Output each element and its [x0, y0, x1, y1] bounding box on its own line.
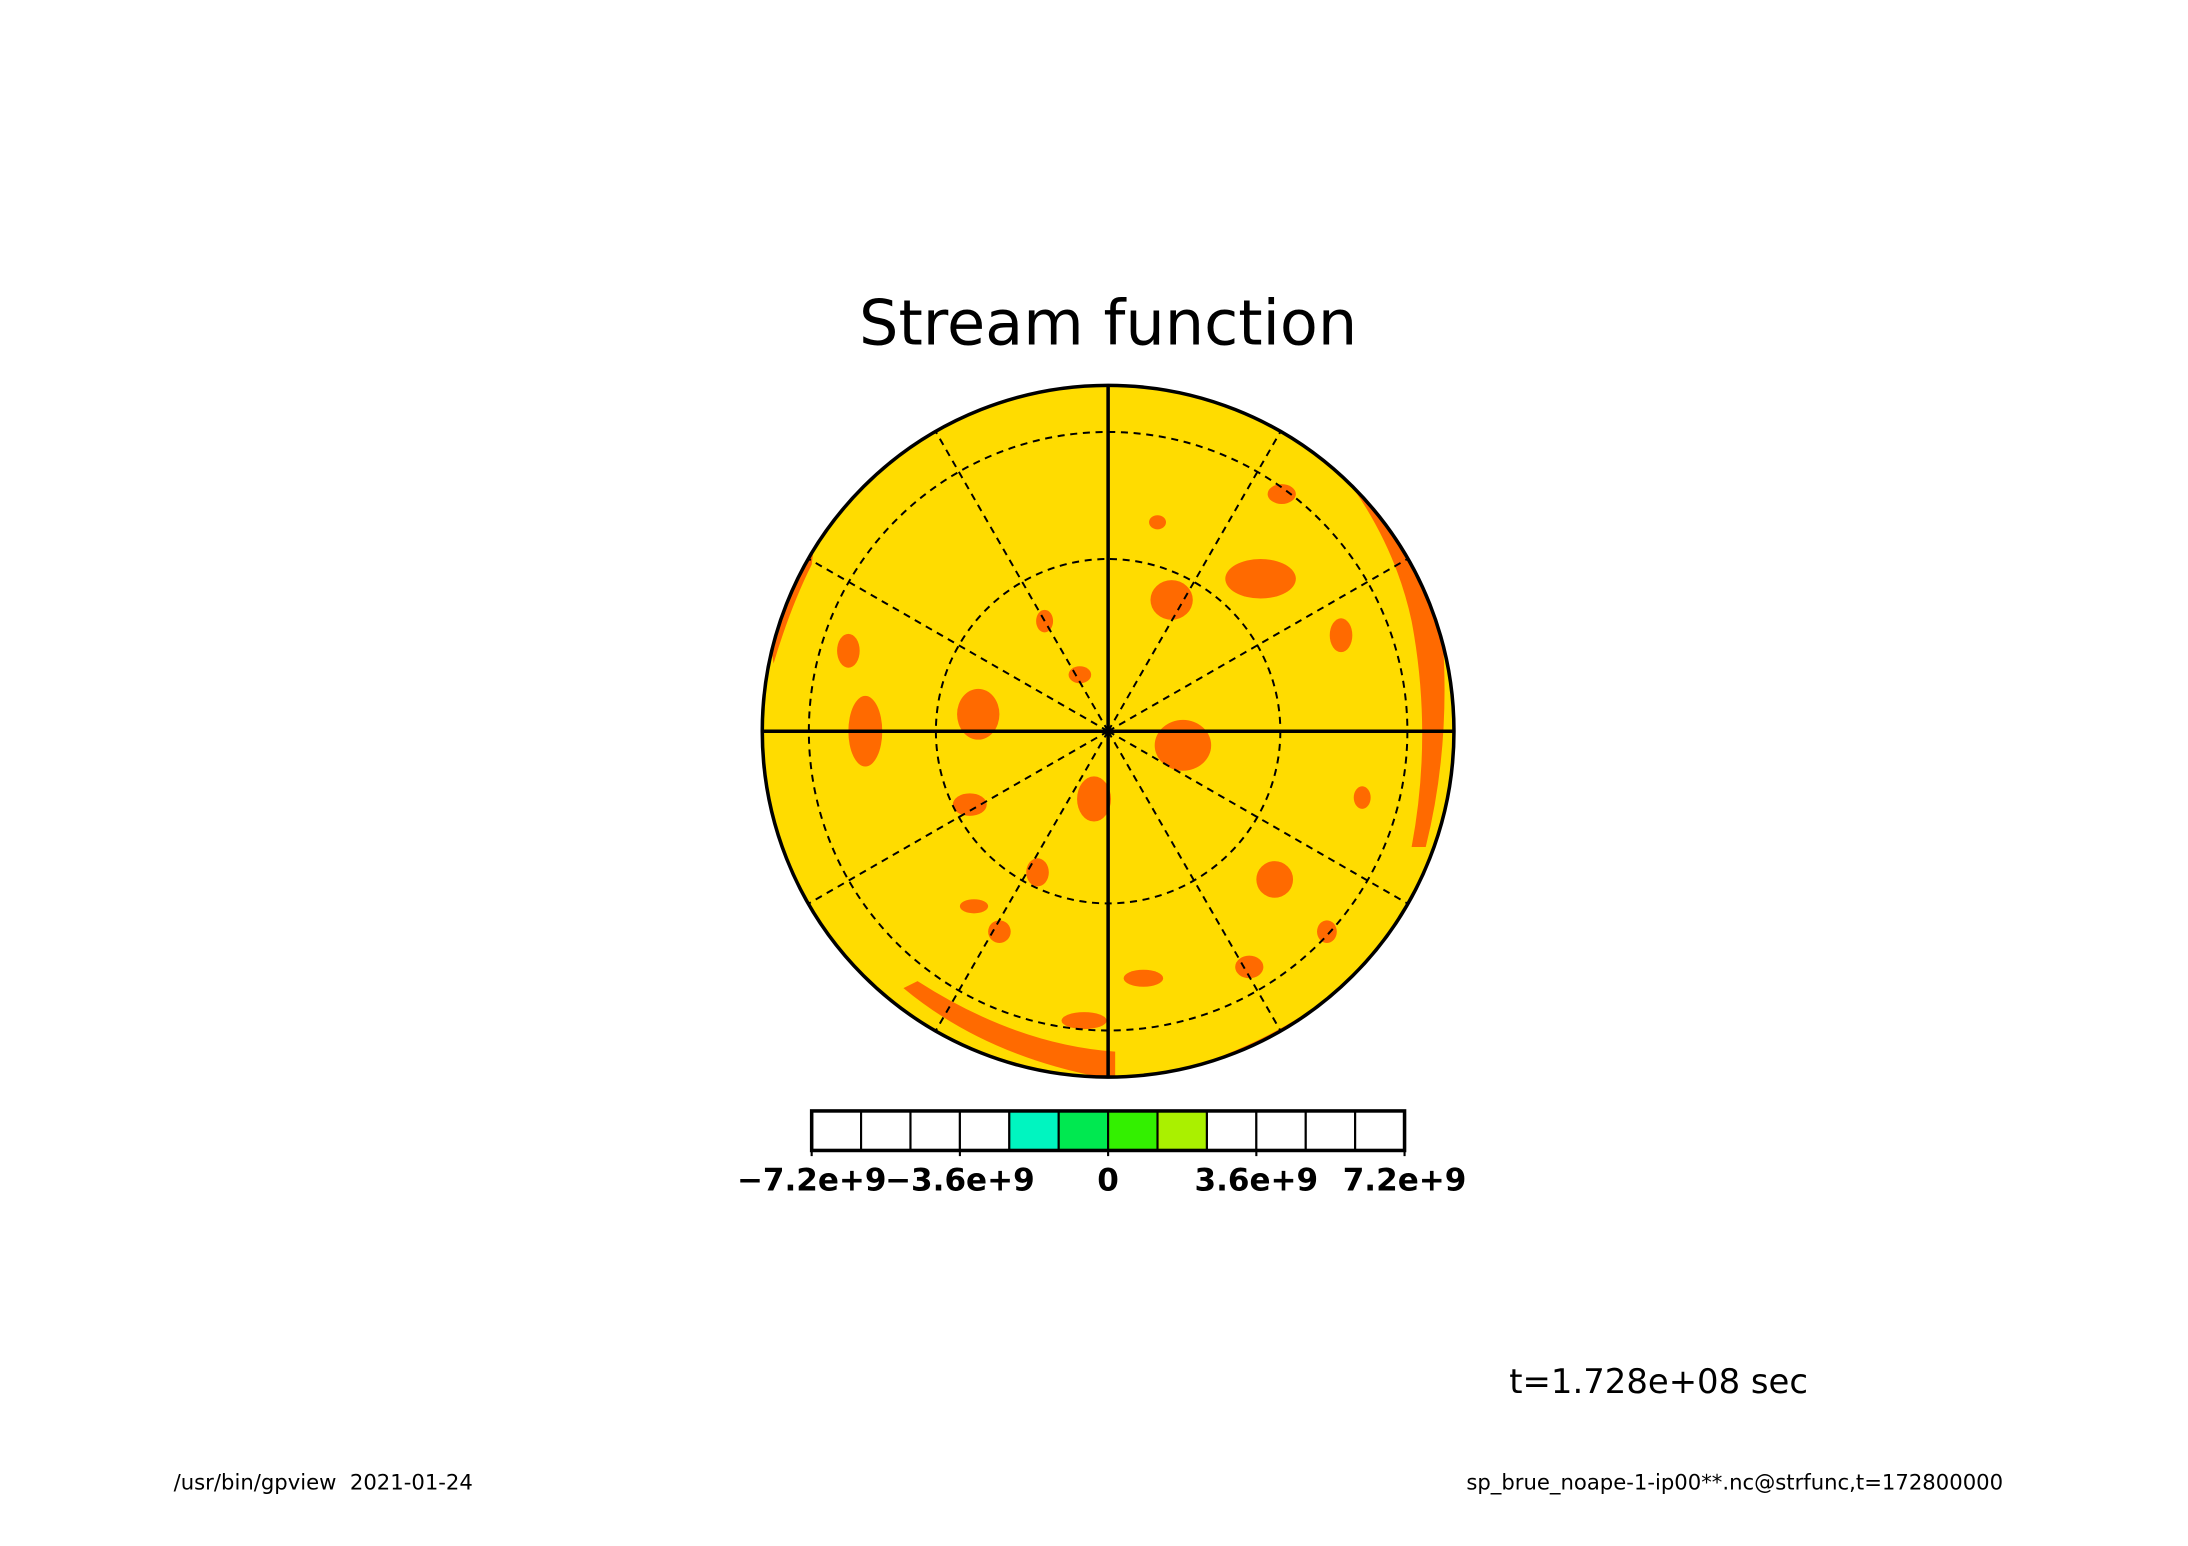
colorbar-box — [1008, 1109, 1060, 1152]
colorbar: −7.2e+9−3.6e+9 0 3.6e+9 7.2e+9 — [737, 1109, 1467, 1199]
colorbar-box — [810, 1109, 863, 1152]
time-annotation: t=1.728e+08 sec — [1509, 1362, 1808, 1401]
colorbar-box — [1156, 1109, 1208, 1152]
footer-right: sp_brue_noape-1-ip00**.nc@strfunc,t=1728… — [1466, 1470, 2003, 1495]
colorbar-box — [860, 1109, 912, 1152]
colorbar-tick-label: 0 — [1097, 1163, 1119, 1199]
colorbar-box — [1057, 1109, 1110, 1152]
polar-map — [760, 383, 1456, 1079]
footer-left: /usr/bin/gpview 2021-01-24 — [174, 1470, 473, 1495]
colorbar-box — [909, 1109, 961, 1152]
colorbar-tick-label: 7.2e+9 — [1343, 1163, 1467, 1199]
colorbar-box — [1304, 1109, 1357, 1152]
chart-title: Stream function — [859, 287, 1357, 360]
colorbar-tick-label: −7.2e+9 — [737, 1163, 887, 1199]
map-frame — [760, 383, 1456, 1079]
colorbar-tick-label: −3.6e+9 — [885, 1163, 1035, 1199]
colorbar-box — [1354, 1109, 1406, 1152]
colorbar-box — [958, 1109, 1011, 1152]
colorbar-box — [1255, 1109, 1307, 1152]
colorbar-tick-label: 3.6e+9 — [1194, 1163, 1318, 1199]
colorbar-box — [1205, 1109, 1258, 1152]
colorbar-box — [1107, 1109, 1159, 1152]
